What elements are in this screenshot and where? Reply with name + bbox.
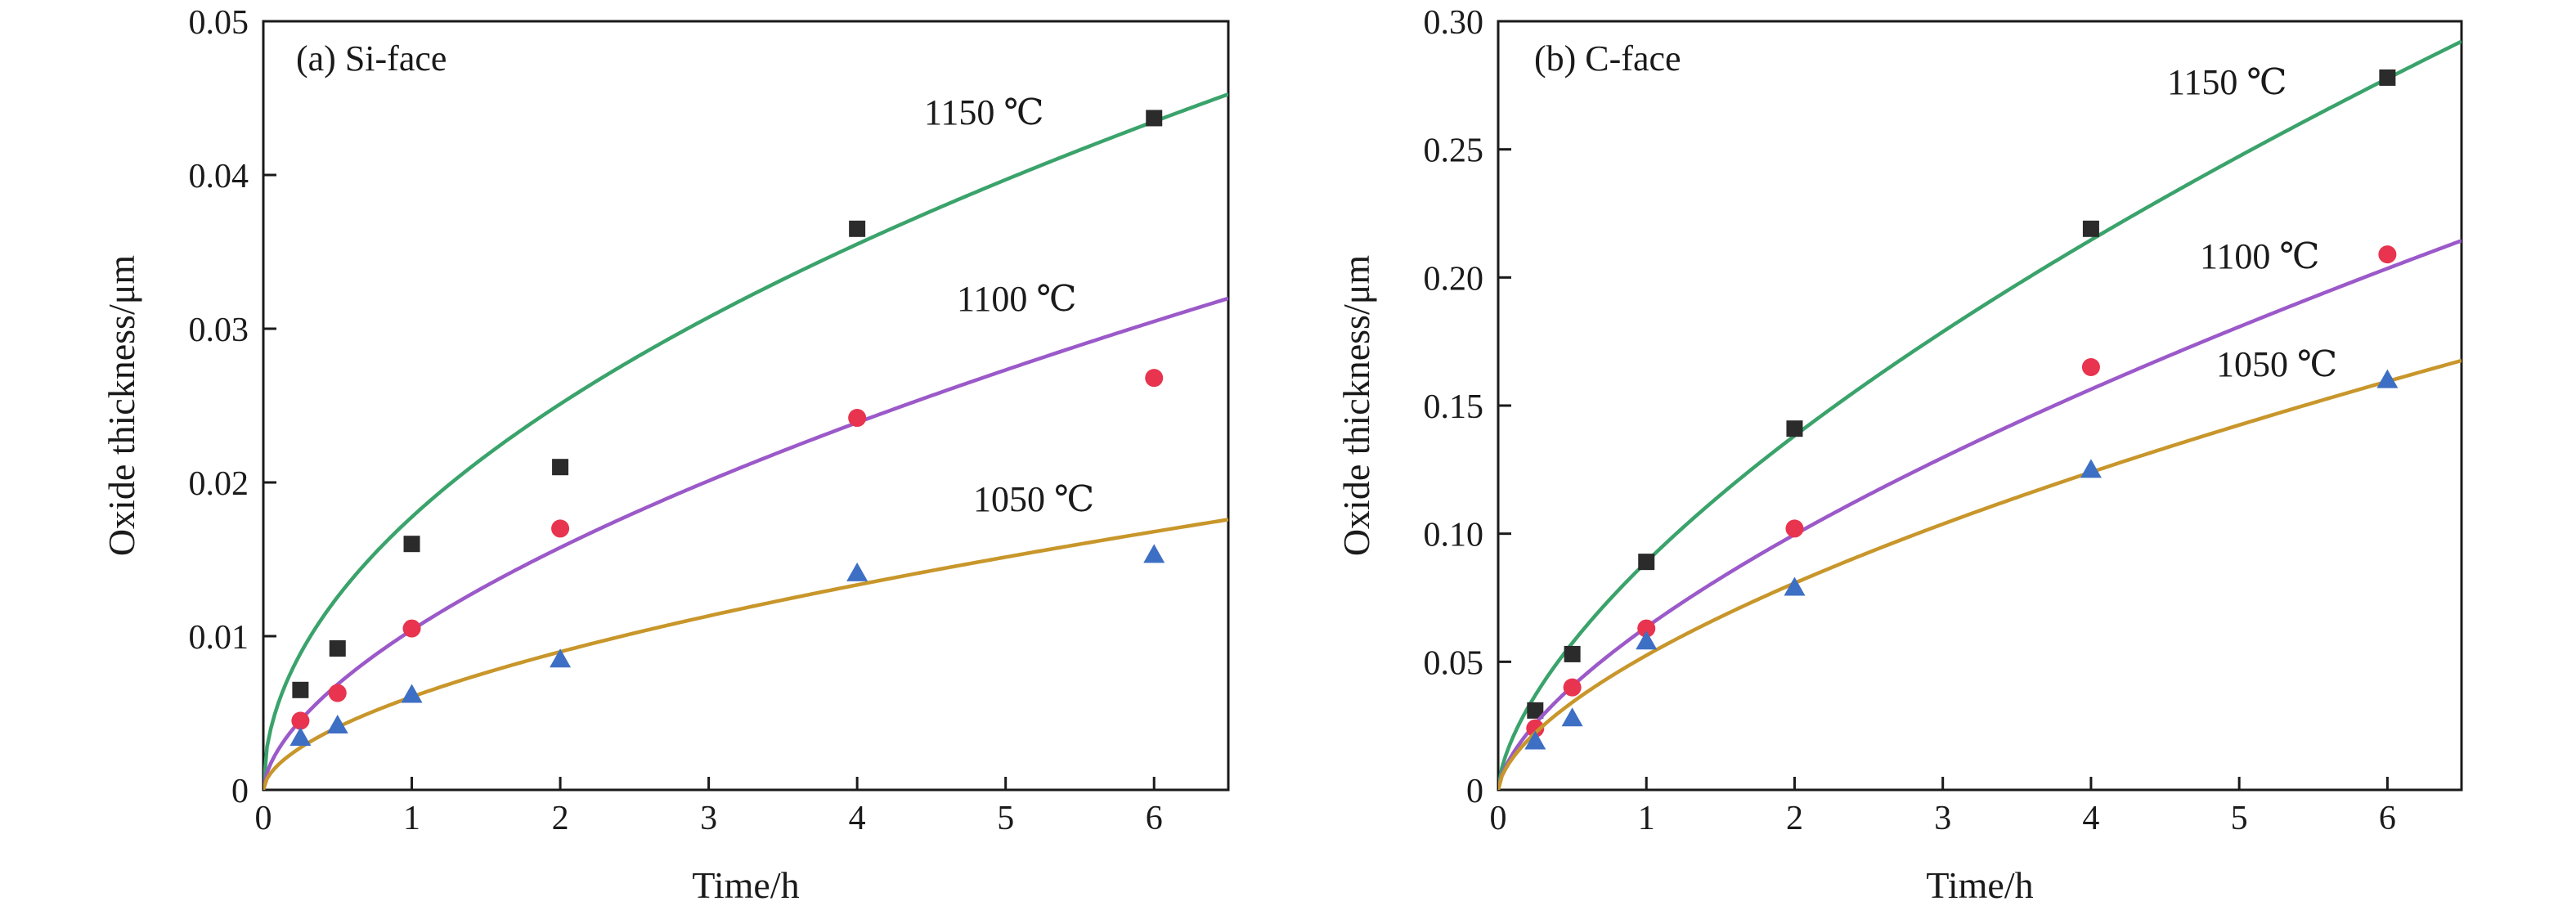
plot-frame xyxy=(1497,20,2463,792)
data-point xyxy=(401,684,423,703)
data-point xyxy=(1785,519,1804,538)
data-point xyxy=(326,715,348,734)
data-point xyxy=(849,220,866,237)
series-fit-line xyxy=(1498,358,2462,790)
y-tick-label: 0.05 xyxy=(189,4,249,42)
y-tick-label: 0.04 xyxy=(189,158,249,195)
data-point xyxy=(291,711,310,730)
data-point xyxy=(292,681,309,698)
y-tick-label: 0.10 xyxy=(1424,517,1484,554)
data-point xyxy=(1786,420,1803,437)
data-point xyxy=(1526,719,1545,738)
y-tick-label: 0 xyxy=(1466,773,1483,810)
x-tick-label: 1 xyxy=(1638,800,1655,837)
data-point xyxy=(2378,245,2397,264)
series-label: 1150 ℃ xyxy=(924,92,1044,132)
series-label: 1100 ℃ xyxy=(2200,236,2320,276)
data-point xyxy=(551,519,570,538)
panel-a-si-face: 0 1 2 3 4 5 6 0 0.01 0.02 0.03 0.04 0.05 Time/h Oxide … xyxy=(101,4,1230,906)
plot-frame xyxy=(262,20,1230,792)
y-tick-label: 0 xyxy=(231,773,249,810)
y-tick-label: 0.03 xyxy=(189,312,249,349)
data-point xyxy=(1563,678,1582,697)
data-point xyxy=(1527,702,1544,719)
series-fit-line xyxy=(263,296,1228,790)
data-point xyxy=(1784,576,1806,596)
data-point xyxy=(846,562,868,581)
x-tick-label: 0 xyxy=(255,800,272,837)
data-point xyxy=(1564,645,1581,662)
x-tick-label: 3 xyxy=(1934,800,1951,837)
data-point xyxy=(329,640,346,657)
y-tick-label: 0.15 xyxy=(1424,388,1484,426)
panel-label: (a) Si-face xyxy=(296,38,447,78)
data-point xyxy=(552,459,569,476)
data-point xyxy=(2082,220,2099,237)
data-point xyxy=(1636,630,1658,650)
data-point xyxy=(403,536,420,553)
y-tick-label: 0.30 xyxy=(1424,4,1484,42)
data-point xyxy=(1143,544,1165,563)
series-fit-line xyxy=(1498,239,2462,790)
x-tick-label: 2 xyxy=(1786,800,1803,837)
y-tick-label: 0.05 xyxy=(1424,644,1484,682)
data-point xyxy=(848,409,867,428)
series-label: 1050 ℃ xyxy=(973,479,1094,519)
data-point xyxy=(1638,554,1655,571)
series-fit-line xyxy=(263,92,1228,790)
x-tick-label: 5 xyxy=(2231,800,2248,837)
y-tick-label: 0.25 xyxy=(1424,132,1484,170)
data-point xyxy=(2376,369,2399,388)
x-tick-label: 4 xyxy=(849,800,866,837)
x-tick-label: 5 xyxy=(997,800,1014,837)
x-axis-title: Time/h xyxy=(1926,864,2033,906)
x-tick-label: 1 xyxy=(403,800,420,837)
x-tick-label: 4 xyxy=(2082,800,2099,837)
data-point xyxy=(1561,707,1583,727)
y-tick-label: 0.02 xyxy=(189,465,249,503)
y-tick-label: 0.20 xyxy=(1424,260,1484,298)
series-label: 1150 ℃ xyxy=(2167,62,2287,102)
data-point xyxy=(402,619,421,638)
panel-b-c-face: 0 1 2 3 4 5 6 0 0.05 0.10 0.15 0.20 0.25 0.30 Time/h Ox… xyxy=(1335,4,2463,906)
data-point xyxy=(1146,110,1163,127)
data-point xyxy=(1145,369,1164,388)
x-tick-label: 6 xyxy=(2379,800,2396,837)
y-axis-title: Oxide thickness/μm xyxy=(1335,255,1377,557)
x-axis-title: Time/h xyxy=(692,864,799,906)
series-fit-line xyxy=(263,518,1228,790)
x-tick-label: 2 xyxy=(552,800,569,837)
x-tick-label: 6 xyxy=(1146,800,1163,837)
y-tick-label: 0.01 xyxy=(189,619,249,657)
series-label: 1050 ℃ xyxy=(2216,344,2337,384)
x-tick-label: 0 xyxy=(1490,800,1507,837)
y-axis-title: Oxide thickness/μm xyxy=(101,255,142,557)
data-point xyxy=(2080,459,2102,478)
x-tick-label: 3 xyxy=(700,800,717,837)
data-point xyxy=(550,648,572,668)
data-point xyxy=(1524,730,1546,750)
data-point xyxy=(1637,619,1656,638)
panel-label: (b) C-face xyxy=(1534,38,1681,78)
data-point xyxy=(289,727,312,747)
data-point xyxy=(2081,358,2100,376)
series-fit-line xyxy=(1498,39,2462,790)
series-label: 1100 ℃ xyxy=(957,279,1077,319)
data-point xyxy=(328,684,347,702)
data-point xyxy=(2379,69,2396,86)
